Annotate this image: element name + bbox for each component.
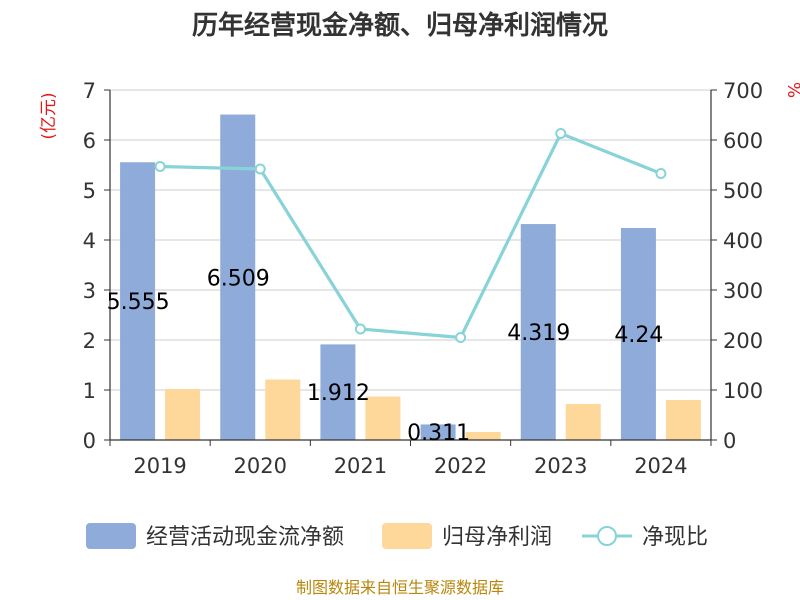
bar-net-profit (165, 389, 201, 440)
x-tick-label: 2020 (234, 454, 287, 478)
left-tick-label: 2 (83, 329, 96, 353)
right-tick-label: 300 (723, 279, 763, 303)
chart-title: 历年经营现金净额、归母净利润情况 (192, 10, 608, 41)
gridlines (110, 89, 711, 391)
cash-flow-data-label: 5.555 (107, 290, 170, 315)
legend-label-net-profit: 归母净利润 (442, 525, 552, 550)
bar-cash-flow (520, 224, 556, 440)
bar-cash-flow (620, 228, 656, 440)
legend-label-cash-flow: 经营活动现金流净额 (146, 525, 344, 550)
bar-cash-flow (120, 162, 156, 440)
legend: 经营活动现金流净额 归母净利润 净现比 (86, 523, 708, 550)
left-tick-label: 5 (83, 179, 96, 203)
bar-cash-flow (320, 344, 356, 440)
left-axis-unit: (亿元) (39, 92, 59, 139)
right-tick-label: 400 (723, 229, 763, 253)
legend-swatch-cash-flow (86, 523, 136, 549)
cash-flow-data-label: 1.912 (307, 381, 370, 406)
cash-flow-data-label: 0.311 (407, 421, 470, 446)
left-tick-label: 4 (83, 229, 96, 253)
x-tick-label: 2023 (534, 454, 587, 478)
left-tick-label: 0 (83, 429, 96, 453)
right-tick-label: 200 (723, 329, 763, 353)
right-tick-label: 100 (723, 379, 763, 403)
right-axis-unit: % (783, 82, 800, 98)
bar-net-profit (365, 396, 401, 440)
ratio-point (254, 163, 266, 175)
left-tick-label: 7 (83, 79, 96, 103)
cash-flow-data-label: 6.509 (207, 266, 270, 291)
ratio-point (555, 128, 567, 139)
ratio-point (354, 323, 366, 335)
ratio-point (655, 168, 667, 179)
ratio-point (154, 161, 166, 172)
right-tick-label: 500 (723, 179, 763, 203)
source-note: 制图数据来自恒生聚源数据库 (296, 578, 504, 597)
cash-flow-data-label: 4.319 (507, 321, 570, 346)
ratio-line-path (160, 131, 662, 340)
legend-label-ratio: 净现比 (642, 525, 708, 550)
axes: 0 1 2 3 4 5 6 7 0 100 200 300 400 500 600 700 2019 2020 20… (83, 79, 763, 478)
bars (120, 114, 701, 441)
left-tick-label: 6 (83, 129, 96, 153)
bar-net-profit (565, 404, 601, 440)
bar-net-profit (265, 379, 301, 440)
legend-swatch-ratio-marker (597, 526, 617, 546)
right-tick-label: 600 (723, 129, 763, 153)
x-tick-label: 2019 (133, 454, 186, 478)
cash-flow-data-label: 4.24 (614, 323, 663, 348)
left-tick-label: 1 (83, 379, 96, 403)
bar-net-profit (465, 432, 501, 440)
bar-cash-flow (420, 424, 456, 440)
x-tick-label: 2024 (634, 454, 687, 478)
legend-swatch-net-profit (382, 523, 432, 549)
right-tick-label: 700 (723, 79, 763, 103)
bar-net-profit (665, 400, 701, 440)
x-tick-label: 2022 (434, 454, 487, 478)
ratio-line (154, 128, 667, 343)
right-tick-label: 0 (723, 429, 736, 453)
data-labels: 5.555 6.509 1.912 0.311 4.319 4.24 (107, 266, 664, 446)
left-tick-label: 3 (83, 279, 96, 303)
x-tick-label: 2021 (334, 454, 387, 478)
ratio-point (455, 332, 467, 343)
